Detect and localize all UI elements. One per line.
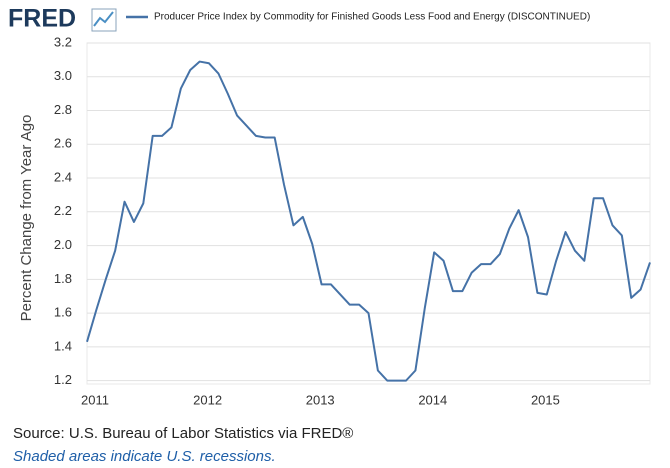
legend-label: Producer Price Index by Commodity for Fi… [154,12,590,23]
y-tick-label: 2.2 [54,203,72,218]
y-axis-label: Percent Change from Year Ago [18,115,35,322]
source: Source: U.S. Bureau of Labor Statistics … [13,425,353,442]
y-tick-label: 3.0 [54,68,72,83]
y-tick-label: 1.6 [54,305,72,320]
y-tick-label: 1.8 [54,271,72,286]
x-tick-label: 2013 [306,392,335,407]
x-tick-label: 2014 [418,392,447,407]
series-line [86,60,651,382]
x-tick-label: 2011 [81,392,109,407]
y-tick-label: 2.6 [54,136,72,151]
y-tick-label: 2.8 [54,102,72,117]
y-tick-label: 2.0 [54,237,72,252]
y-tick-label: 1.2 [54,372,72,387]
logo: FRED [8,5,76,33]
x-tick-label: 2012 [193,392,222,407]
y-tick-label: 3.2 [54,34,72,49]
x-tick-label: 2015 [531,392,560,407]
y-tick-label: 2.4 [54,169,72,184]
recession-note: Shaded areas indicate U.S. recessions. [13,448,276,465]
logo-icon [91,8,117,32]
plot-area [86,42,651,385]
y-tick-label: 1.4 [54,338,72,353]
